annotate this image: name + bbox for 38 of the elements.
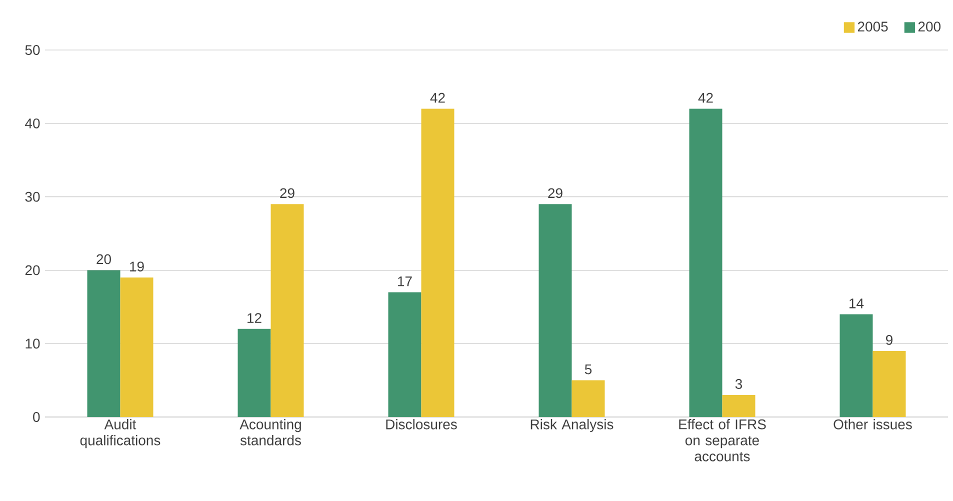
legend-label: 2005 bbox=[858, 22, 888, 32]
bar bbox=[872, 350, 906, 417]
data-label: 17 bbox=[398, 276, 412, 286]
data-label: 3 bbox=[735, 379, 742, 389]
y-tick-label: 0 bbox=[33, 412, 40, 422]
bar bbox=[421, 108, 454, 417]
y-tick-label: 10 bbox=[26, 338, 40, 349]
data-label: 12 bbox=[248, 313, 262, 323]
bar bbox=[840, 314, 873, 417]
x-tick-label: Other issues bbox=[834, 419, 912, 430]
x-tick-label: Risk Analysis bbox=[530, 419, 614, 432]
bar bbox=[120, 278, 154, 417]
data-label: 19 bbox=[130, 262, 144, 272]
x-tick-label: Effect of IFRS on separate accounts bbox=[679, 419, 766, 462]
x-tick-label: Audit qualifications bbox=[80, 419, 160, 448]
data-label: 9 bbox=[886, 334, 892, 345]
data-label: 20 bbox=[96, 254, 111, 264]
y-tick-label: 40 bbox=[25, 118, 40, 128]
data-label: 14 bbox=[850, 298, 864, 308]
data-label: 42 bbox=[430, 92, 445, 103]
data-label: 42 bbox=[698, 92, 713, 103]
bar bbox=[238, 328, 271, 417]
bar bbox=[388, 292, 422, 417]
bar bbox=[538, 204, 572, 417]
y-tick-label: 20 bbox=[25, 265, 40, 276]
bar bbox=[722, 394, 756, 417]
x-tick-label: Acounting standards bbox=[240, 419, 301, 446]
y-tick-label: 30 bbox=[25, 192, 40, 202]
bar bbox=[270, 204, 304, 417]
legend-label: 200 bbox=[918, 22, 941, 32]
data-label: 5 bbox=[584, 364, 592, 374]
bar bbox=[87, 270, 120, 417]
bar bbox=[689, 108, 722, 417]
y-tick-label: 50 bbox=[25, 45, 40, 55]
bar bbox=[572, 380, 605, 417]
data-label: 29 bbox=[548, 188, 562, 198]
data-label: 29 bbox=[280, 188, 294, 198]
x-tick-label: Disclosures bbox=[386, 419, 457, 430]
